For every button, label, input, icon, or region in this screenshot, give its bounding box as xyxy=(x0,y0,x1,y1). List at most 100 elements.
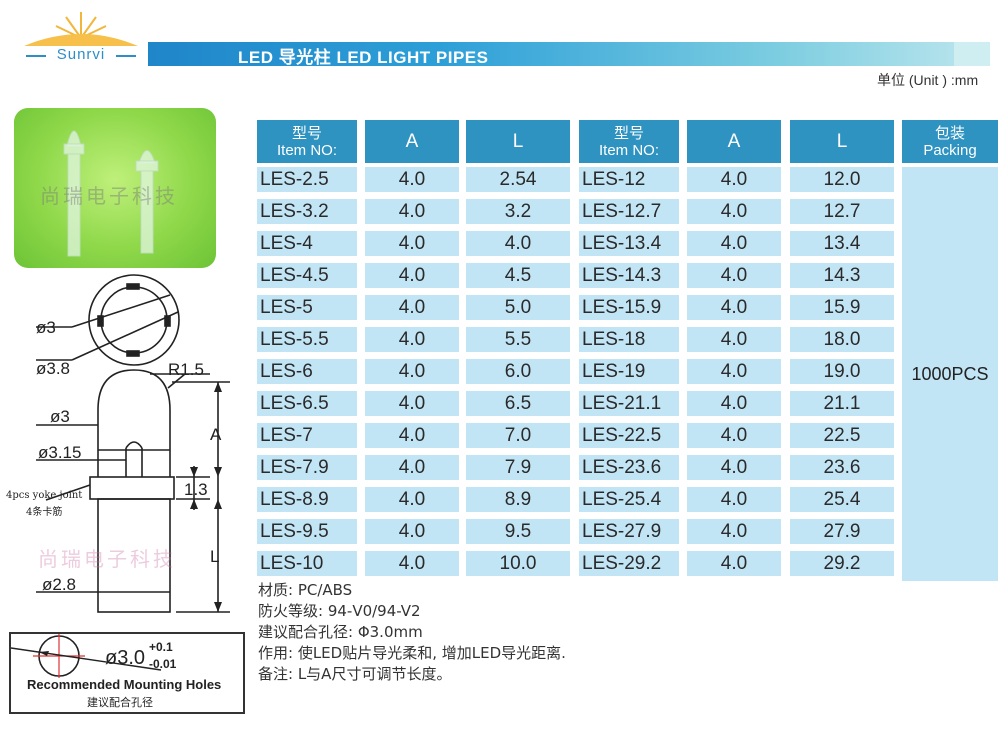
table-cell: 4.0 xyxy=(687,167,781,192)
table-cell: 4.0 xyxy=(687,295,781,320)
table-cell: 4.0 xyxy=(365,199,459,224)
table-cell: LES-25.4 xyxy=(579,487,679,512)
top-view-joint xyxy=(126,283,140,290)
top-view-leader xyxy=(71,311,179,361)
unit-label: 单位 (Unit ) :mm xyxy=(877,72,979,88)
top-view-joint xyxy=(97,315,104,327)
table-cell: 4.0 xyxy=(365,359,459,384)
note-line: 建议配合孔径: Φ3.0mm xyxy=(258,623,423,641)
table-cell: 7.0 xyxy=(466,423,570,448)
table-cell: 25.4 xyxy=(790,487,894,512)
logo-rule-left xyxy=(26,55,46,57)
table-cell: LES-18 xyxy=(579,327,679,352)
table-cell: LES-5 xyxy=(257,295,357,320)
table-cell: 4.0 xyxy=(365,295,459,320)
spec-notes: 材质: PC/ABS 防火等级: 94-V0/94-V2 建议配合孔径: Φ3.0m… xyxy=(258,580,566,685)
table-cell: 4.0 xyxy=(365,391,459,416)
table-cell: 4.0 xyxy=(687,391,781,416)
dim-d3-top: ø3 xyxy=(36,318,56,337)
top-view-joint xyxy=(126,350,140,357)
table-cell: 8.9 xyxy=(466,487,570,512)
table-cell: 4.0 xyxy=(365,167,459,192)
table-cell: 4.0 xyxy=(365,423,459,448)
table-cell: LES-22.5 xyxy=(579,423,679,448)
header-line-1: 包装 xyxy=(934,124,965,142)
table-cell: 3.2 xyxy=(466,199,570,224)
table-cell: LES-23.6 xyxy=(579,455,679,480)
table-cell: 23.6 xyxy=(790,455,894,480)
table-cell: 4.0 xyxy=(687,551,781,576)
brand-logo: Sunrvi xyxy=(22,8,140,70)
table-cell: 4.0 xyxy=(466,231,570,256)
mount-label-en: Recommended Mounting Holes xyxy=(27,677,221,692)
logo-rule-right xyxy=(116,55,136,57)
header-line-1: 型号 xyxy=(291,124,322,142)
table-cell: 4.0 xyxy=(365,519,459,544)
sun-icon xyxy=(24,12,138,46)
table-cell: 10.0 xyxy=(466,551,570,576)
header-line-1: L xyxy=(836,130,848,152)
header-line-1: 型号 xyxy=(613,124,644,142)
page-title: LED 导光柱 LED LIGHT PIPES xyxy=(238,48,489,67)
dim-13: 1.3 xyxy=(184,480,208,499)
table-cell: LES-12 xyxy=(579,167,679,192)
dim-d38: ø3.8 xyxy=(36,359,70,378)
product-photo: 尚瑞电子科技 xyxy=(14,108,216,268)
mounting-hole-drawing: ø3.0 +0.1 -0.01 Recommended Mounting Hol… xyxy=(10,634,221,709)
table-cell: 4.0 xyxy=(687,263,781,288)
table-cell: LES-12.7 xyxy=(579,199,679,224)
table-cell: 4.0 xyxy=(687,519,781,544)
table-cell: 4.0 xyxy=(687,231,781,256)
table-cell: 4.0 xyxy=(687,455,781,480)
banner-end-block xyxy=(954,42,990,66)
top-view-leader xyxy=(71,294,171,328)
table-header-0: 型号 Item NO: xyxy=(257,120,357,163)
table-header-2: L xyxy=(466,120,570,163)
table-cell: LES-27.9 xyxy=(579,519,679,544)
table-cell: LES-3.2 xyxy=(257,199,357,224)
table-cell: 4.0 xyxy=(687,423,781,448)
side-view-dome xyxy=(97,369,171,450)
table-cell: LES-8.9 xyxy=(257,487,357,512)
note-line: 备注: L与A尺寸可调节长度。 xyxy=(258,665,452,683)
dim-l: L xyxy=(210,547,219,566)
table-cell: 19.0 xyxy=(790,359,894,384)
header-line-2: Item NO: xyxy=(276,141,337,159)
header-line-2: Packing xyxy=(923,141,977,159)
dim-d3-mid: ø3 xyxy=(50,407,70,426)
table-cell: 4.0 xyxy=(365,231,459,256)
table-cell: 21.1 xyxy=(790,391,894,416)
table-cell: 27.9 xyxy=(790,519,894,544)
note-line: 材质: PC/ABS xyxy=(258,581,353,599)
table-cell: 5.5 xyxy=(466,327,570,352)
table-cell: 18.0 xyxy=(790,327,894,352)
table-cell: LES-5.5 xyxy=(257,327,357,352)
mount-tol-minus: -0.01 xyxy=(149,657,177,671)
technical-drawing: ø3 ø3.8 R1.5 ø3 A ø3.15 1.3 L ø2.8 4pcs … xyxy=(6,274,230,613)
table-cell: LES-6.5 xyxy=(257,391,357,416)
table-cell: 22.5 xyxy=(790,423,894,448)
dim-d315: ø3.15 xyxy=(38,443,81,462)
photo-watermark: 尚瑞电子科技 xyxy=(40,184,178,208)
table-cell: 2.54 xyxy=(466,167,570,192)
dim-d28: ø2.8 xyxy=(42,575,76,594)
table-cell: 14.3 xyxy=(790,263,894,288)
table-cell: 4.5 xyxy=(466,263,570,288)
table-cell: 4.0 xyxy=(365,487,459,512)
mount-dim: ø3.0 xyxy=(105,647,145,669)
note-line: 作用: 使LED贴片导光柔和, 增加LED导光距离. xyxy=(258,644,566,662)
packing-cell: 1000PCS xyxy=(902,167,998,581)
table-cell: 6.0 xyxy=(466,359,570,384)
table-cell: LES-4.5 xyxy=(257,263,357,288)
table-header-6: 包装 Packing xyxy=(902,120,998,163)
header-line-2: Item NO: xyxy=(598,141,659,159)
header-line-1: A xyxy=(727,130,741,152)
mount-label-cn: 建议配合孔径 xyxy=(87,695,153,709)
table-cell: LES-2.5 xyxy=(257,167,357,192)
table-cell: LES-9.5 xyxy=(257,519,357,544)
table-header-5: L xyxy=(790,120,894,163)
table-cell: LES-19 xyxy=(579,359,679,384)
dim-a: A xyxy=(210,425,222,444)
header-line-1: L xyxy=(512,130,524,152)
side-view-yoke xyxy=(89,476,175,500)
